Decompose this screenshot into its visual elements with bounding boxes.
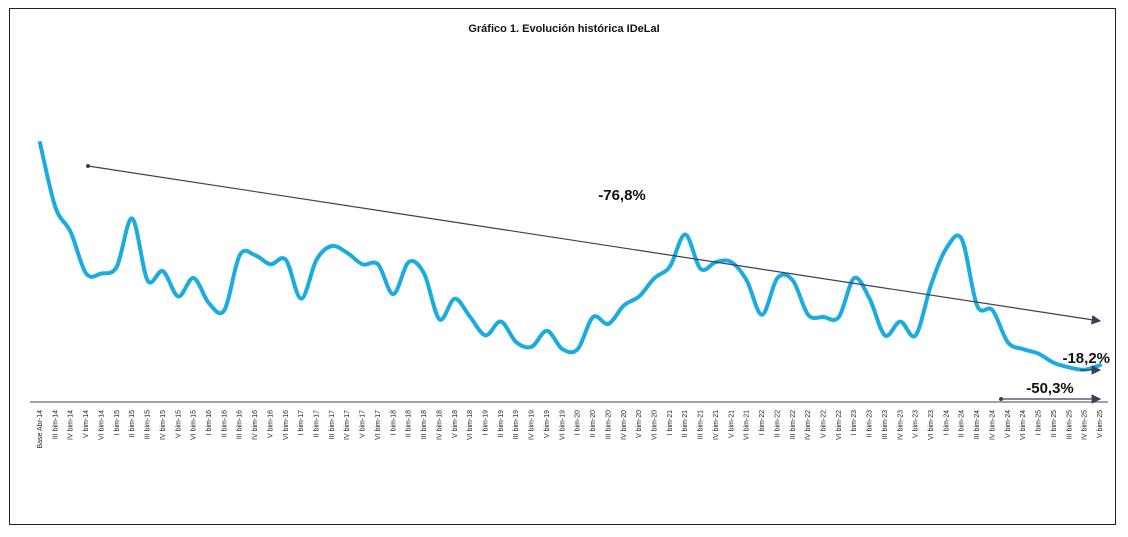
x-tick-label: V bim-15 [175,410,182,438]
x-tick-label: VI bim-24 [1020,410,1027,440]
x-tick-label: III bim-23 [882,410,889,439]
x-tick-label: IV bim-16 [252,410,259,440]
x-tick-label: II bim-16 [221,410,228,437]
x-tick-label: IV bim-14 [68,410,75,440]
x-tick-label: V bim-23 [913,410,920,438]
x-tick-label: III bim-16 [237,410,244,439]
x-tick-label: II bim-22 [774,410,781,437]
x-tick-label: IV bim-18 [436,410,443,440]
x-tick-label: Base Abr-14 [37,410,44,449]
x-tick-label: VI bim-16 [283,410,290,440]
x-tick-label: III bim-22 [790,410,797,439]
x-tick-label: III bim-15 [145,410,152,439]
chart-frame [9,8,1116,525]
x-tick-label: III bim-19 [513,410,520,439]
x-tick-label: I bim-17 [298,410,305,435]
x-tick-label: I bim-15 [114,410,121,435]
annotation-50-3: -50,3% [1026,380,1074,397]
series-line-idelai [38,140,1102,372]
x-tick-label: VI bim-14 [98,410,105,440]
x-tick-label: III bim-25 [1066,410,1073,439]
x-tick-label: I bim-19 [483,410,490,435]
x-tick-label: I bim-22 [759,410,766,435]
x-tick-label: III bim-24 [974,410,981,439]
x-tick-label: V bim-19 [544,410,551,438]
x-tick-label: I bim-24 [943,410,950,435]
x-tick-label: VI bim-18 [467,410,474,440]
x-tick-label: II bim-20 [590,410,597,437]
x-tick-label: II bim-24 [959,410,966,437]
x-tick-label: II bim-15 [129,410,136,437]
x-tick-label: VI bim-19 [559,410,566,440]
x-tick-label: III bim-17 [329,410,336,439]
chart-title: Gráfico 1. Evolución histórica IDeLaI [468,23,660,35]
x-tick-label: II bim-17 [314,410,321,437]
x-tick-label: IV bim-24 [989,410,996,440]
trend-label: -76,8% [598,187,646,204]
x-tick-label: V bim-16 [267,410,274,438]
x-tick-label: II bim-19 [498,410,505,437]
x-tick-label: IV bim-23 [897,410,904,440]
x-tick-label: VI bim-21 [744,410,751,440]
x-tick-label: III bim-14 [52,410,59,439]
x-tick-label: I bim-18 [390,410,397,435]
x-tick-label: VI bim-17 [375,410,382,440]
x-tick-label: III bim-20 [605,410,612,439]
x-tick-label: IV bim-25 [1082,410,1089,440]
x-tick-label: II bim-23 [867,410,874,437]
x-tick-label: V bim-18 [452,410,459,438]
x-tick-label: V bim-21 [728,410,735,438]
x-tick-label: VI bim-22 [836,410,843,440]
trend-line-start-dot [86,164,90,168]
x-tick-label: I bim-16 [206,410,213,435]
x-tick-label: IV bim-21 [713,410,720,440]
x-tick-label: V bim-17 [360,410,367,438]
x-tick-label: II bim-21 [682,410,689,437]
x-tick-label: II bim-25 [1051,410,1058,437]
x-tick-label: I bim-21 [667,410,674,435]
x-tick-label: I bim-20 [575,410,582,435]
x-tick-label: I bim-25 [1036,410,1043,435]
x-tick-label: V bim-25 [1097,410,1104,438]
x-tick-label: VI bim-23 [928,410,935,440]
x-tick-label: VI bim-20 [651,410,658,440]
annotation-18-2: -18,2% [1062,350,1110,367]
x-tick-label: IV bim-22 [805,410,812,440]
x-tick-label: IV bim-19 [529,410,536,440]
x-tick-label: VI bim-15 [191,410,198,440]
x-tick-label: V bim-14 [83,410,90,438]
x-tick-label: IV bim-17 [344,410,351,440]
x-tick-label: V bim-22 [820,410,827,438]
trend-line [87,165,1102,325]
x-tick-label: V bim-20 [636,410,643,438]
x-tick-label: IV bim-20 [621,410,628,440]
x-tick-label: V bim-24 [1005,410,1012,438]
x-tick-label: III bim-21 [698,410,705,439]
x-tick-label: II bim-18 [406,410,413,437]
x-tick-label: III bim-18 [421,410,428,439]
x-tick-label: IV bim-15 [160,410,167,440]
x-tick-label: I bim-23 [851,410,858,435]
